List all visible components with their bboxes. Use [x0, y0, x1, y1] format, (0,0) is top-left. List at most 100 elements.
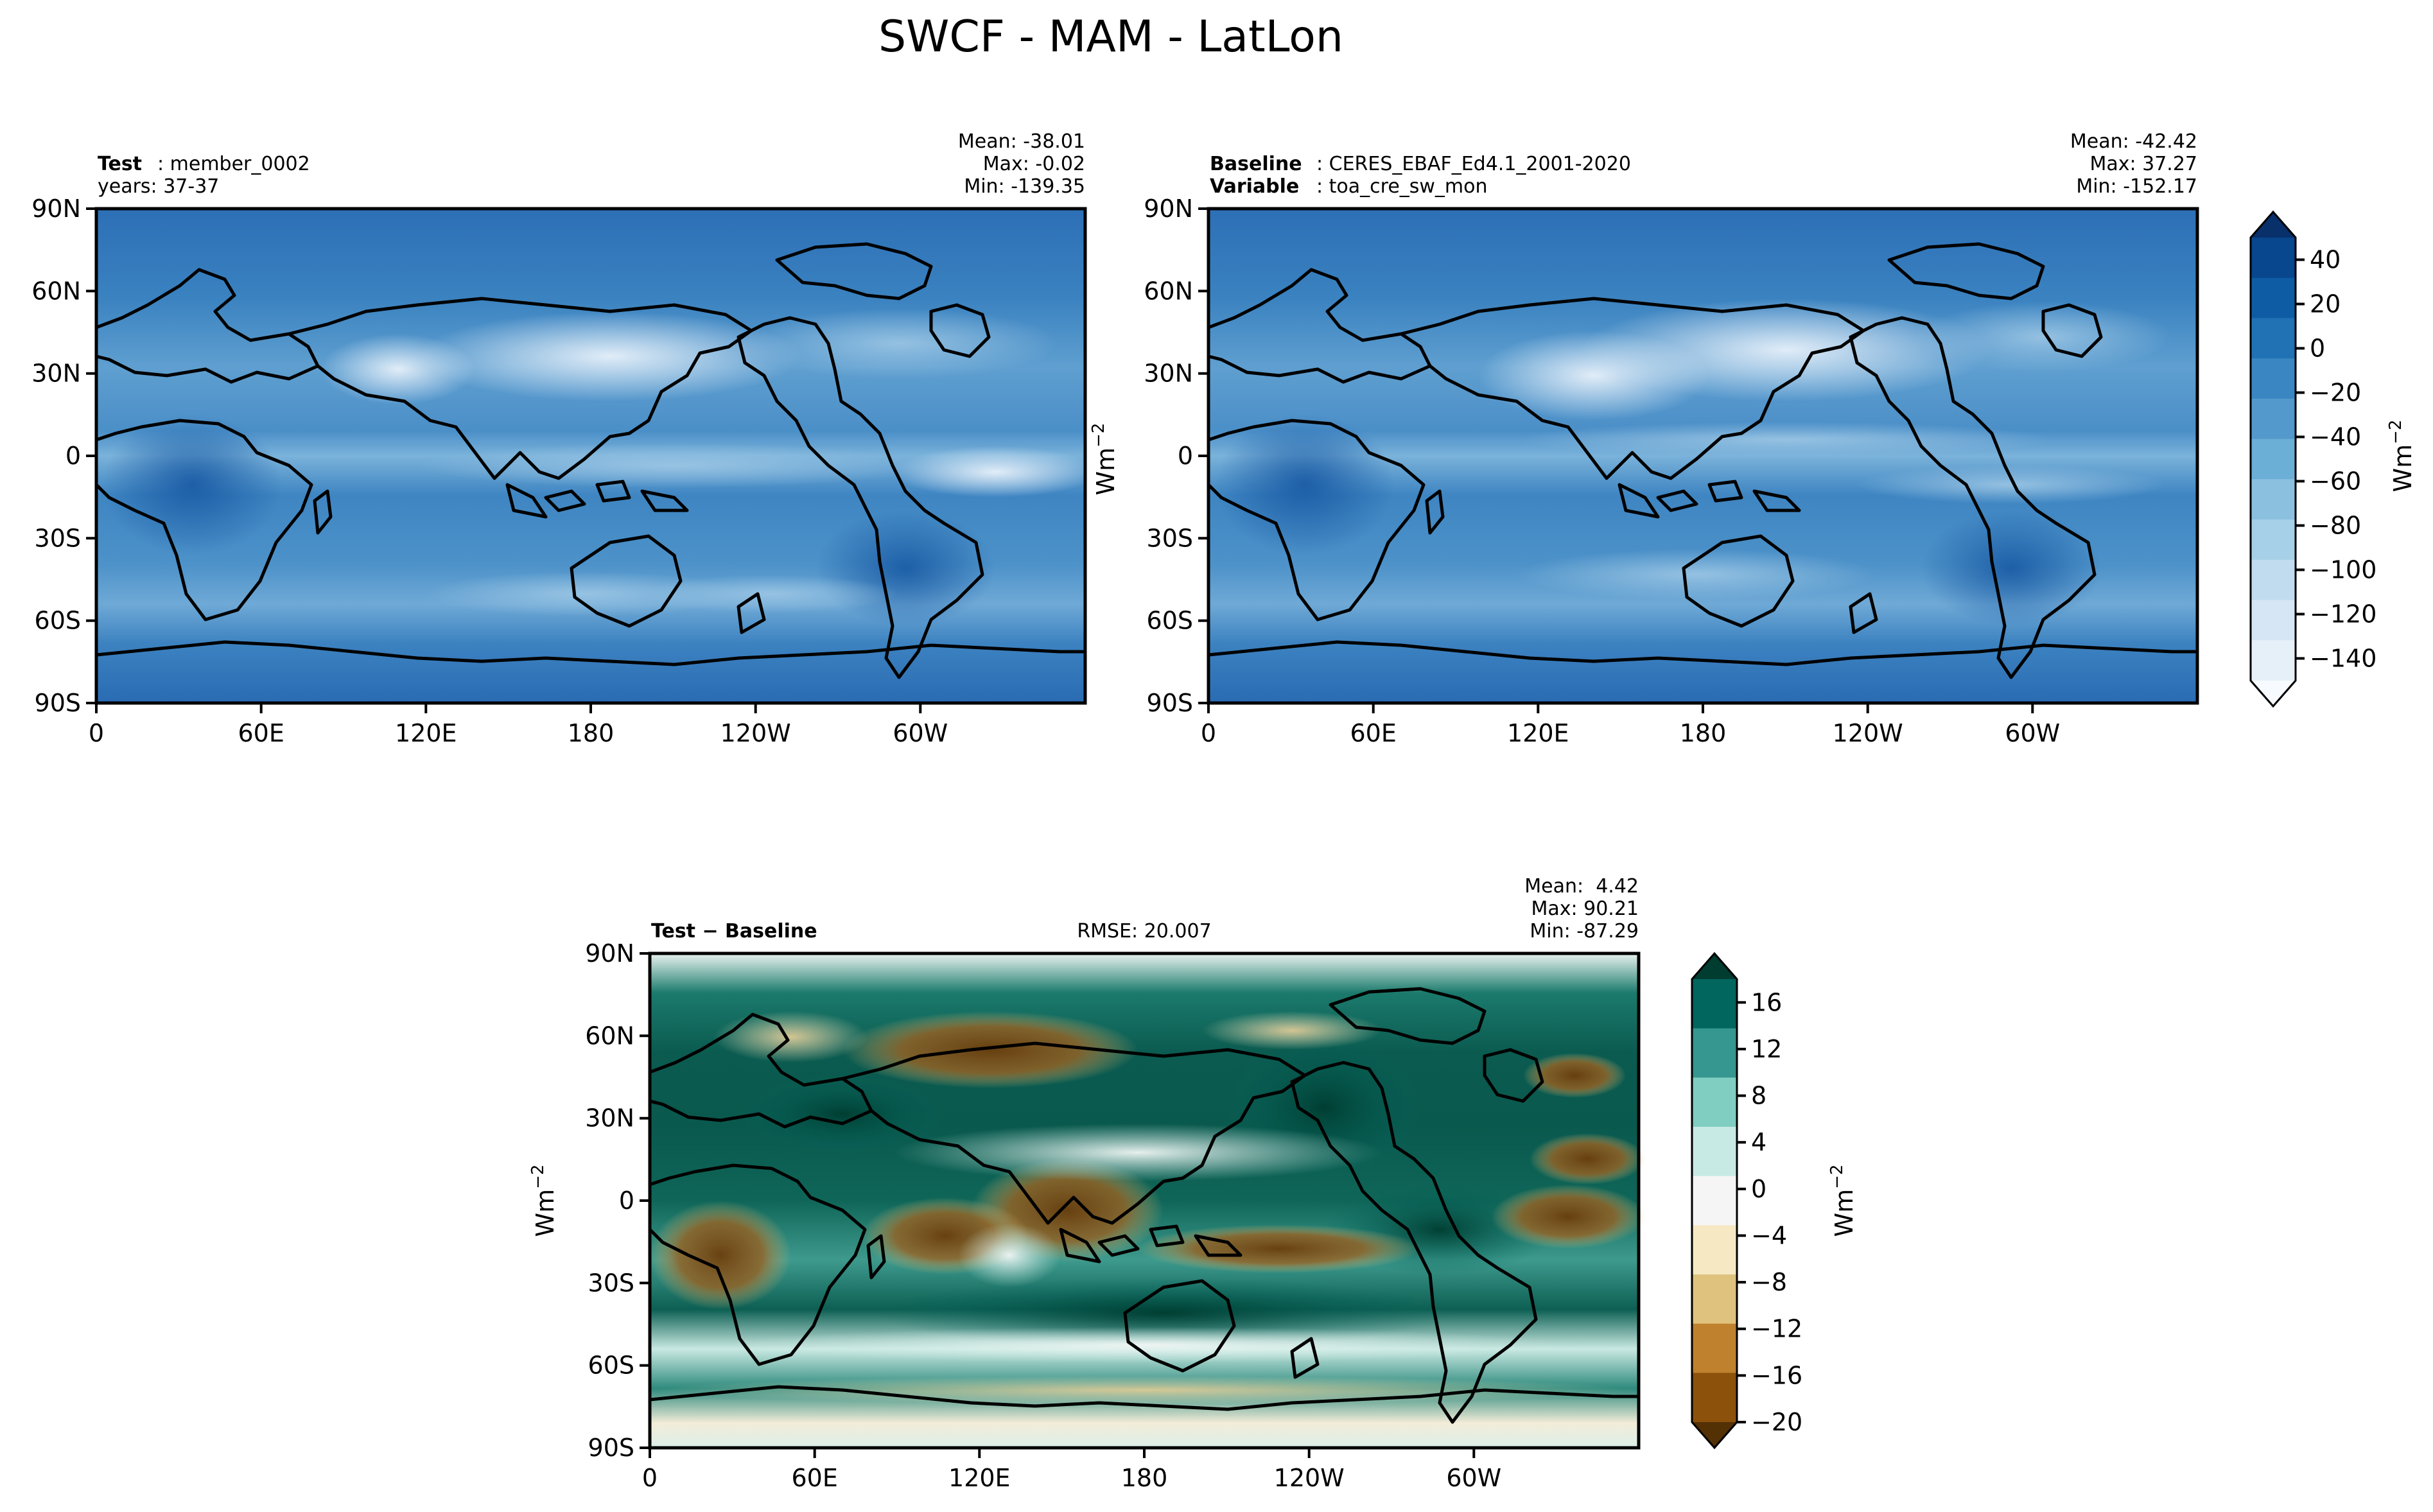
panel-baseline-variable-rest: : toa_cre_sw_mon	[1316, 175, 1488, 198]
panel-diff-rmse: RMSE: 20.007	[1077, 920, 1211, 943]
colorbar-band	[2251, 519, 2296, 560]
panel-test-ytick: 30N	[31, 360, 81, 388]
panel-baseline-xtick: 180	[1680, 719, 1727, 747]
panel-baseline-xticks: 0 60E 120E 180 120W 60W	[1201, 703, 2060, 747]
panel-diff-ytick: 60S	[588, 1351, 634, 1380]
panel-test-xtick: 120E	[395, 719, 457, 747]
panel-baseline-xtick: 60W	[2005, 719, 2060, 747]
panel-diff-mean: Mean: 4.42	[1524, 875, 1639, 898]
panel-baseline-ytick: 60N	[1144, 277, 1193, 305]
panel-diff-min: Min: -87.29	[1530, 920, 1639, 943]
colorbar-tick-label: −120	[2310, 600, 2376, 629]
panel-diff-ytick: 30S	[588, 1269, 634, 1297]
colorbar-band	[1692, 1323, 1737, 1373]
colorbar-band	[2251, 238, 2296, 279]
panel-baseline: Baseline : CERES_EBAF_Ed4.1_2001-2020 Va…	[1144, 130, 2199, 747]
colorbar-tick-label: −40	[2310, 423, 2361, 451]
panel-diff-ytick: 90S	[588, 1434, 634, 1462]
figure-title: SWCF - MAM - LatLon	[878, 12, 1343, 62]
panel-baseline-yticks: 90N 60N 30N 0 30S 60S 90S	[1144, 195, 1208, 717]
panel-baseline-min: Min: -152.17	[2076, 175, 2197, 198]
colorbar-band	[2251, 277, 2296, 318]
colorbar-diff-exp: −2	[1827, 1165, 1847, 1189]
ylabel-unit: Wm	[531, 1189, 559, 1237]
colorbar-tick-label: −20	[1751, 1408, 1802, 1436]
colorbar-tick-label: −100	[2310, 556, 2376, 584]
colorbar-diff: 16 12 8 4 0 −4 −8 −12 −16 −20 Wm−2	[1691, 952, 1858, 1450]
panel-diff-xtick: 60E	[792, 1464, 838, 1492]
colorbar-tick-label: 16	[1751, 988, 1782, 1016]
colorbar-band	[1692, 1176, 1737, 1226]
panel-baseline-ytick: 30N	[1144, 360, 1193, 388]
panel-test-xtick: 180	[568, 719, 615, 747]
colorbar-band	[2251, 681, 2296, 706]
panel-diff: Test − Baseline RMSE: 20.007 Mean: 4.42 …	[528, 875, 1645, 1492]
panel-baseline-xtick: 120W	[1833, 719, 1903, 747]
panel-test: Test : member_0002 years: 37-37 Mean: -3…	[31, 130, 1120, 747]
colorbar-band	[2251, 439, 2296, 480]
panel-diff-xtick: 120E	[948, 1464, 1011, 1492]
panel-test-map	[94, 207, 1098, 705]
panel-test-min: Min: -139.35	[964, 175, 1085, 198]
panel-test-xticks: 0 60E 120E 180 120W 60W	[89, 703, 948, 747]
colorbar-band	[1692, 1028, 1737, 1078]
colorbar-tick-label: −60	[2310, 467, 2361, 496]
colorbar-band	[1692, 1373, 1737, 1423]
panel-diff-label-bold: Test − Baseline	[651, 920, 817, 943]
colorbar-tick-label: −20	[2310, 379, 2361, 407]
panel-test-max: Max: -0.02	[983, 153, 1085, 175]
ylabel-unit: Wm	[1092, 448, 1120, 496]
colorbar-tick-label: 12	[1751, 1035, 1782, 1063]
panel-diff-ytick: 0	[619, 1186, 634, 1215]
colorbar-tick-label: 0	[1751, 1175, 1766, 1203]
panel-test-xtick: 60E	[238, 719, 284, 747]
ylabel-exp: −2	[528, 1165, 548, 1189]
panel-test-ytick: 90S	[35, 689, 81, 717]
svg-text:Wm−2: Wm−2	[1089, 423, 1120, 496]
colorbar-band	[1692, 1422, 1737, 1448]
colorbar-top-label: Wm−2	[2386, 420, 2417, 492]
panel-diff-ytick: 60N	[585, 1021, 634, 1050]
colorbar-band	[1692, 1225, 1737, 1275]
panel-baseline-variable-bold: Variable	[1210, 175, 1299, 198]
colorbar-band	[2251, 600, 2296, 641]
panel-diff-xtick: 60W	[1446, 1464, 1501, 1492]
panel-baseline-ytick: 90N	[1144, 195, 1193, 223]
colorbar-tick-label: −12	[1751, 1315, 1802, 1343]
colorbar-diff-bands	[1691, 952, 1738, 1450]
panel-baseline-ytick: 30S	[1147, 524, 1193, 552]
panel-diff-ytick: 90N	[585, 939, 634, 968]
panel-baseline-map	[1207, 207, 2199, 705]
panel-baseline-label-rest: : CERES_EBAF_Ed4.1_2001-2020	[1316, 153, 1631, 175]
colorbar-band	[1692, 1077, 1737, 1127]
colorbar-top: 40 20 0 −20 −40 −60 −80 −100 −120 −140 Wm−2	[2249, 210, 2417, 708]
colorbar-diff-label: Wm−2	[1827, 1165, 1858, 1237]
colorbar-band	[2251, 640, 2296, 681]
panel-diff-xtick: 180	[1121, 1464, 1168, 1492]
colorbar-top-unit: Wm	[2389, 444, 2417, 492]
panel-test-xtick: 60W	[893, 719, 948, 747]
colorbar-tick-label: −16	[1751, 1361, 1802, 1389]
panel-test-ytick: 30S	[35, 524, 81, 552]
panel-test-ylabel: Wm−2	[1089, 423, 1120, 496]
panel-test-years: years: 37-37	[98, 175, 219, 198]
svg-text:Wm−2: Wm−2	[2386, 420, 2417, 492]
colorbar-diff-unit: Wm	[1830, 1189, 1858, 1237]
colorbar-tick-label: 0	[2310, 335, 2325, 363]
colorbar-tick-label: −4	[1751, 1221, 1787, 1249]
colorbar-tick-label: 40	[2310, 246, 2341, 274]
colorbar-tick-label: −80	[2310, 512, 2361, 540]
colorbar-top-ticks: 40 20 0 −20 −40 −60 −80 −100 −120 −140	[2296, 246, 2376, 673]
colorbar-tick-label: 20	[2310, 290, 2341, 318]
panel-test-xtick: 120W	[720, 719, 791, 747]
panel-test-label-rest: : member_0002	[157, 153, 310, 175]
panel-test-mean: Mean: -38.01	[958, 130, 1085, 153]
panel-baseline-ytick: 0	[1178, 442, 1193, 470]
panel-baseline-ytick: 90S	[1147, 689, 1193, 717]
colorbar-top-bands	[2249, 210, 2297, 708]
colorbar-top-exp: −2	[2386, 420, 2405, 444]
colorbar-diff-ticks: 16 12 8 4 0 −4 −8 −12 −16 −20	[1737, 988, 1802, 1436]
colorbar-band	[1692, 1127, 1737, 1177]
ylabel-exp: −2	[1089, 423, 1108, 448]
colorbar-band	[1692, 1274, 1737, 1325]
